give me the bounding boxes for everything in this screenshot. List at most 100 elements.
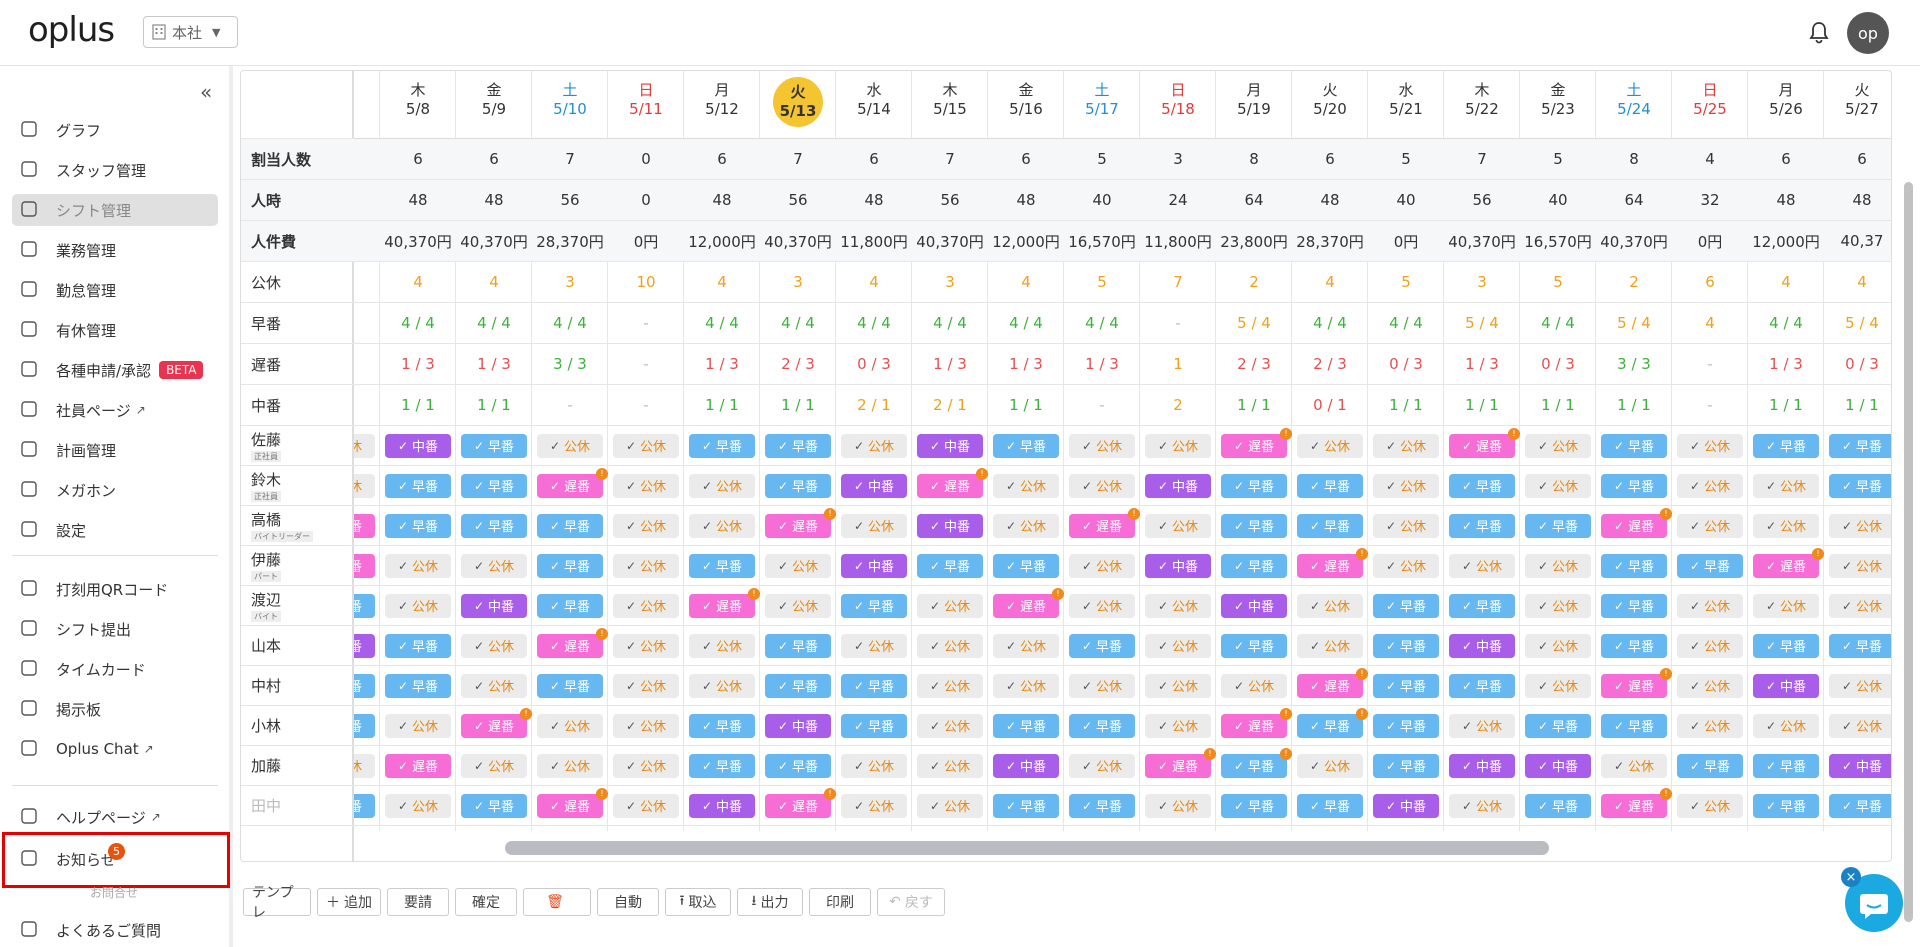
shift-chip-oso[interactable]: ✓ 遅番! bbox=[1221, 427, 1292, 458]
shift-chip-kyu[interactable]: ✓公休 bbox=[1069, 673, 1135, 698]
shift-chip-haya[interactable]: ✓早番 bbox=[1601, 433, 1667, 458]
shift-chip-kyu[interactable]: ✓公休 bbox=[1601, 753, 1667, 778]
shift-chip-haya[interactable]: ✓早番 bbox=[1373, 753, 1439, 778]
shift-chip-haya[interactable]: ✓早番 bbox=[1753, 633, 1819, 658]
day-header[interactable]: 金 5/9 bbox=[456, 71, 532, 139]
shift-chip-naka[interactable]: ✓中番 bbox=[917, 513, 983, 538]
shift-chip-kyu[interactable]: ✓公休 bbox=[1677, 673, 1743, 698]
shift-chip-kyu[interactable]: ✓公休 bbox=[1145, 593, 1211, 618]
shift-chip-kyu[interactable]: ✓公休 bbox=[993, 513, 1059, 538]
sidebar-item-user[interactable]: スタッフ管理 bbox=[12, 154, 218, 186]
shift-chip-haya[interactable]: ✓ 早番! bbox=[1297, 707, 1368, 738]
shift-chip-kyu[interactable]: ✓公休 bbox=[1753, 713, 1819, 738]
shift-chip-naka[interactable]: ✓中番 bbox=[461, 593, 527, 618]
day-header[interactable]: 7 bbox=[354, 71, 380, 139]
shift-chip-kyu[interactable]: ✓公休 bbox=[1221, 673, 1287, 698]
close-chat-icon[interactable]: × bbox=[1841, 867, 1861, 887]
sidebar-item-gear[interactable]: 設定 bbox=[12, 514, 218, 546]
shift-chip-haya[interactable]: ✓早番 bbox=[1373, 593, 1439, 618]
shift-chip-naka[interactable]: ✓中番 bbox=[1373, 793, 1439, 818]
toolbar-button-4[interactable]: 確定 bbox=[455, 888, 517, 916]
staff-row-label[interactable]: 高橋 バイトリーダー bbox=[241, 506, 354, 546]
shift-chip-haya[interactable]: ✓早番 bbox=[841, 713, 907, 738]
shift-chip-kyu[interactable]: ✓公休 bbox=[1069, 593, 1135, 618]
shift-chip-kyu[interactable]: ✓公休 bbox=[689, 473, 755, 498]
day-header[interactable]: 土 5/24 bbox=[1596, 71, 1672, 139]
shift-chip-kyu[interactable]: ✓公休 bbox=[1373, 513, 1439, 538]
shift-chip-kyu[interactable]: ✓公休 bbox=[537, 713, 603, 738]
shift-chip-kyu[interactable]: ✓公休 bbox=[461, 633, 527, 658]
shift-chip-oso[interactable]: ✓ 遅番! bbox=[1221, 707, 1292, 738]
shift-chip-haya[interactable]: ✓早番 bbox=[1601, 593, 1667, 618]
shift-chip-oso[interactable]: ✓ 遅番! bbox=[993, 587, 1064, 618]
staff-row-label[interactable]: 小林 bbox=[241, 706, 354, 746]
shift-chip-kyu[interactable]: ✓公休 bbox=[461, 673, 527, 698]
shift-chip-kyu[interactable]: ✓公休 bbox=[1297, 633, 1363, 658]
shift-chip-kyu[interactable]: ✓公休 bbox=[613, 793, 679, 818]
shift-chip-haya[interactable]: ✓早番 bbox=[354, 673, 375, 698]
shift-chip-haya[interactable]: ✓早番 bbox=[461, 473, 527, 498]
shift-chip-oso[interactable]: ✓ 遅番! bbox=[1069, 507, 1140, 538]
shift-chip-haya[interactable]: ✓早番 bbox=[1069, 713, 1135, 738]
shift-chip-kyu[interactable]: ✓公休 bbox=[1753, 513, 1819, 538]
shift-chip-haya[interactable]: ✓早番 bbox=[1601, 633, 1667, 658]
shift-chip-haya[interactable]: ✓早番 bbox=[689, 433, 755, 458]
toolbar-button-2[interactable]: ＋追加 bbox=[317, 888, 381, 916]
shift-chip-kyu[interactable]: ✓公休 bbox=[1829, 513, 1891, 538]
shift-chip-haya[interactable]: ✓早番 bbox=[1221, 553, 1287, 578]
shift-chip-oso[interactable]: ✓ 遅番! bbox=[689, 587, 760, 618]
sidebar-item-bell[interactable]: お知らせ bbox=[12, 843, 218, 875]
shift-chip-naka[interactable]: ✓中番 bbox=[1449, 753, 1515, 778]
shift-chip-kyu[interactable]: ✓公休 bbox=[1069, 753, 1135, 778]
shift-chip-oso[interactable]: ✓ 遅番! bbox=[1145, 747, 1216, 778]
shift-chip-haya[interactable]: ✓早番 bbox=[765, 633, 831, 658]
shift-chip-naka[interactable]: ✓中番 bbox=[1449, 633, 1515, 658]
shift-chip-haya[interactable]: ✓早番 bbox=[1753, 793, 1819, 818]
shift-chip-haya[interactable]: ✓早番 bbox=[765, 673, 831, 698]
shift-chip-kyu[interactable]: ✓公休 bbox=[613, 633, 679, 658]
shift-chip-haya[interactable]: ✓早番 bbox=[1601, 713, 1667, 738]
shift-chip-haya[interactable]: ✓早番 bbox=[765, 753, 831, 778]
shift-chip-kyu[interactable]: ✓公休 bbox=[1753, 473, 1819, 498]
shift-chip-haya[interactable]: ✓早番 bbox=[1221, 633, 1287, 658]
shift-chip-haya[interactable]: ✓早番 bbox=[1601, 553, 1667, 578]
shift-chip-kyu[interactable]: ✓公休 bbox=[1525, 593, 1591, 618]
toolbar-button-5[interactable]: 🗑 bbox=[523, 888, 591, 916]
shift-chip-haya[interactable]: ✓早番 bbox=[461, 793, 527, 818]
toolbar-button-1[interactable]: テンプレ bbox=[243, 885, 311, 921]
shift-chip-kyu[interactable]: ✓公休 bbox=[1145, 513, 1211, 538]
shift-chip-kyu[interactable]: ✓公休 bbox=[1525, 633, 1591, 658]
day-header[interactable]: 日 5/18 bbox=[1140, 71, 1216, 139]
shift-chip-kyu[interactable]: ✓公休 bbox=[917, 593, 983, 618]
toolbar-button-3[interactable]: 要請 bbox=[387, 888, 449, 916]
shift-chip-naka[interactable]: ✓中番 bbox=[1829, 753, 1891, 778]
shift-chip-haya[interactable]: ✓早番 bbox=[1297, 473, 1363, 498]
sidebar-item-board[interactable]: 掲示板 bbox=[12, 693, 218, 725]
day-header[interactable]: 土 5/17 bbox=[1064, 71, 1140, 139]
shift-chip-haya[interactable]: ✓早番 bbox=[354, 713, 375, 738]
shift-chip-oso[interactable]: ✓ 遅番! bbox=[537, 467, 608, 498]
shift-chip-kyu[interactable]: ✓公休 bbox=[1373, 473, 1439, 498]
shift-chip-kyu[interactable]: ✓公休 bbox=[1373, 433, 1439, 458]
shift-grid[interactable]: 78円431✓公休✓公休✓遅番✓遅番✓早番✓中番✓早番✓早番✓公休✓早番木5/8… bbox=[354, 71, 1891, 861]
shift-chip-kyu[interactable]: ✓公休 bbox=[354, 753, 375, 778]
shift-chip-kyu[interactable]: ✓公休 bbox=[385, 713, 451, 738]
shift-chip-haya[interactable]: ✓早番 bbox=[1753, 433, 1819, 458]
shift-chip-haya[interactable]: ✓早番 bbox=[917, 553, 983, 578]
shift-chip-kyu[interactable]: ✓公休 bbox=[1297, 433, 1363, 458]
shift-chip-haya[interactable]: ✓早番 bbox=[841, 593, 907, 618]
shift-chip-kyu[interactable]: ✓公休 bbox=[385, 793, 451, 818]
shift-chip-kyu[interactable]: ✓公休 bbox=[1677, 793, 1743, 818]
day-header[interactable]: 木 5/8 bbox=[380, 71, 456, 139]
shift-chip-kyu[interactable]: ✓公休 bbox=[841, 793, 907, 818]
shift-chip-kyu[interactable]: ✓公休 bbox=[354, 473, 375, 498]
sidebar-item-request[interactable]: 各種申請/承認 BETA bbox=[12, 354, 218, 386]
oplus-logo[interactable]: oplus bbox=[28, 10, 115, 50]
shift-chip-haya[interactable]: ✓早番 bbox=[1525, 713, 1591, 738]
sidebar-item-calendar-x[interactable]: 有休管理 bbox=[12, 314, 218, 346]
shift-chip-haya[interactable]: ✓早番 bbox=[537, 513, 603, 538]
shift-chip-kyu[interactable]: ✓公休 bbox=[1297, 753, 1363, 778]
sidebar-item-calendar[interactable]: シフト提出 bbox=[12, 613, 218, 645]
shift-chip-haya[interactable]: ✓早番 bbox=[1449, 473, 1515, 498]
shift-chip-kyu[interactable]: ✓公休 bbox=[613, 433, 679, 458]
